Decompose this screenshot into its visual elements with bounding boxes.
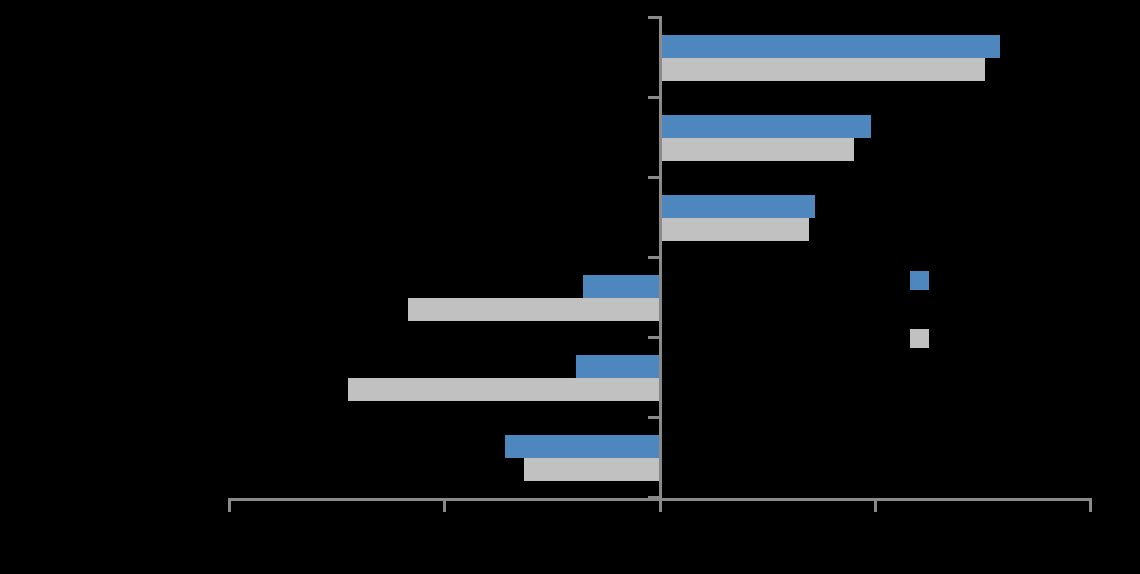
bar-blue-row4 <box>582 275 660 298</box>
y-axis-tick-6 <box>647 495 660 499</box>
legend-swatch-blue <box>910 271 929 290</box>
legend-swatch-gray <box>910 329 929 348</box>
bar-gray-row4 <box>408 298 660 321</box>
x-axis-tick-0 <box>228 497 231 512</box>
y-axis-tick-3 <box>647 255 660 259</box>
y-axis-tick-1 <box>647 95 660 99</box>
bar-gray-row5 <box>347 378 660 401</box>
y-axis-line <box>658 15 662 501</box>
bar-blue-row1 <box>660 35 1001 58</box>
x-axis-tick-2 <box>658 497 662 512</box>
bar-gray-row2 <box>660 138 854 161</box>
bar-gray-row6 <box>524 458 660 481</box>
x-axis-tick-3 <box>873 497 877 512</box>
bar-gray-row3 <box>660 218 809 241</box>
y-axis-tick-2 <box>647 175 660 179</box>
bar-blue-row3 <box>660 195 815 218</box>
bar-blue-row2 <box>660 115 871 138</box>
x-axis-tick-1 <box>443 497 447 512</box>
bar-gray-row1 <box>660 58 986 81</box>
y-axis-tick-5 <box>647 415 660 419</box>
y-axis-tick-0 <box>647 15 660 19</box>
y-axis-tick-4 <box>647 335 660 339</box>
bar-blue-row6 <box>505 435 660 458</box>
bar-blue-row5 <box>576 355 660 378</box>
x-axis-tick-4 <box>1089 497 1092 512</box>
